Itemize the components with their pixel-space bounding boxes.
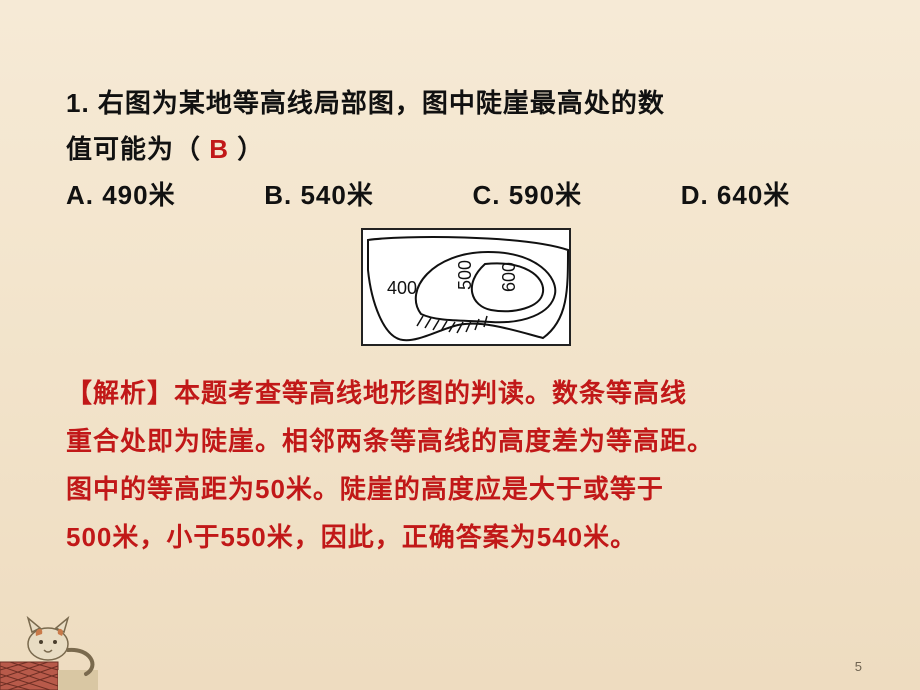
stem-text-2b: ） <box>237 134 264 164</box>
label-600: 600 <box>499 262 519 292</box>
options-row: A. 490米 B. 540米 C. 590米 D. 640米 <box>66 172 866 218</box>
explain-line-0: 本题考查等高线地形图的判读。数条等高线 <box>174 378 687 408</box>
label-400: 400 <box>387 278 417 298</box>
label-500: 500 <box>455 260 475 290</box>
diagram-wrap: 400 500 600 <box>66 228 866 351</box>
answer-letter: B <box>209 134 229 164</box>
contour-diagram: 400 500 600 <box>361 228 571 346</box>
cat-decoration <box>0 570 140 690</box>
question-number: 1. <box>66 88 90 118</box>
option-d: D. 640米 <box>681 172 791 218</box>
stem-text-2a: 值可能为（ <box>66 134 201 164</box>
explain-line-1: 重合处即为陡崖。相邻两条等高线的高度差为等高距。 <box>66 426 714 456</box>
page-number: 5 <box>855 659 862 674</box>
explanation: 【解析】本题考查等高线地形图的判读。数条等高线 重合处即为陡崖。相邻两条等高线的… <box>66 369 866 561</box>
explain-label: 【解析】 <box>66 378 174 408</box>
deco-rect-2 <box>58 670 98 690</box>
slide: 1. 右图为某地等高线局部图，图中陡崖最高处的数 值可能为（ B ） A. 49… <box>0 0 920 690</box>
contour-svg: 400 500 600 <box>363 230 571 346</box>
cliff-hachures <box>417 316 487 333</box>
question-stem-line2: 值可能为（ B ） <box>66 126 866 172</box>
option-b: B. 540米 <box>264 172 464 218</box>
content-area: 1. 右图为某地等高线局部图，图中陡崖最高处的数 值可能为（ B ） A. 49… <box>66 80 866 561</box>
stem-text-1: 右图为某地等高线局部图，图中陡崖最高处的数 <box>98 88 665 118</box>
explain-line-2: 图中的等高距为50米。陡崖的高度应是大于或等于 <box>66 474 664 504</box>
option-a: A. 490米 <box>66 172 256 218</box>
contour-500 <box>416 252 556 322</box>
explain-line-3: 500米，小于550米，因此，正确答案为540米。 <box>66 522 637 552</box>
option-c: C. 590米 <box>472 172 672 218</box>
question-stem-line1: 1. 右图为某地等高线局部图，图中陡崖最高处的数 <box>66 80 866 126</box>
